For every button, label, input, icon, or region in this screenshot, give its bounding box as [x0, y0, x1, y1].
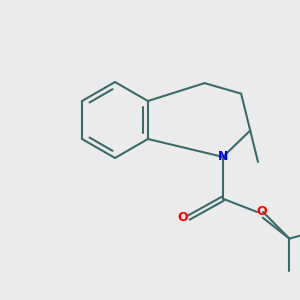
- Text: O: O: [257, 206, 267, 218]
- Text: N: N: [218, 150, 228, 164]
- Text: O: O: [177, 211, 188, 224]
